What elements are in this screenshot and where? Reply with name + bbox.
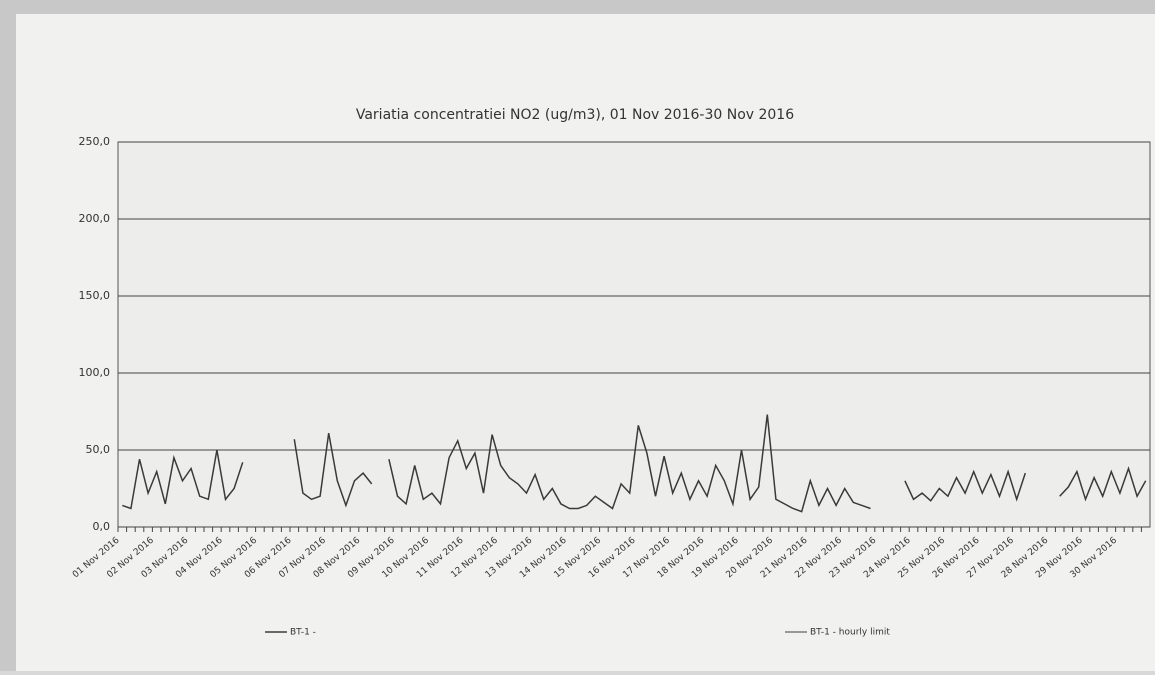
legend-label: BT-1 - [290,628,316,638]
y-tick-label: 50,0 [86,443,111,456]
y-tick-label: 250,0 [79,135,111,148]
y-tick-label: 200,0 [79,212,111,225]
y-tick-label: 150,0 [79,289,111,302]
legend-label: BT-1 - hourly limit [810,628,890,638]
y-tick-label: 100,0 [79,366,111,379]
plot-area [117,141,1151,528]
chart-title: Variatia concentratiei NO2 (ug/m3), 01 N… [356,107,794,123]
y-tick-label: 0,0 [93,520,111,533]
data-line [122,414,1147,513]
